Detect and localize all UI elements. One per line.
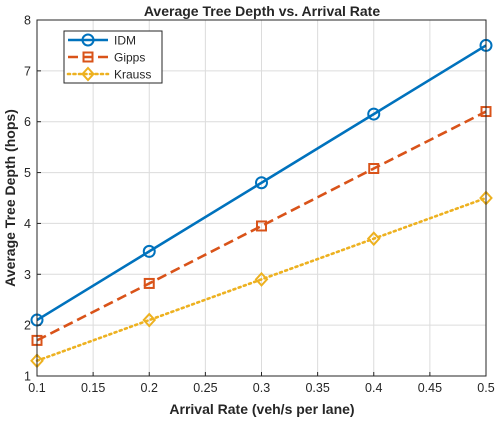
- data-point-gipps: [143, 277, 155, 289]
- y-axis-ticks: 1 2 3 4 5 6 7 8: [24, 14, 41, 384]
- series-line-krauss: [35, 196, 488, 363]
- y-axis-label: Average Tree Depth (hops): [2, 109, 18, 287]
- chart-title: Average Tree Depth vs. Arrival Rate: [144, 3, 381, 19]
- y-tick-label: 3: [24, 268, 31, 282]
- legend-marker-gipps: [82, 51, 94, 63]
- y-tick-label: 2: [24, 319, 31, 333]
- series-line-gipps: [36, 110, 487, 342]
- legend-label-krauss: Krauss: [114, 68, 151, 82]
- y-tick-label: 7: [24, 64, 31, 78]
- x-tick-label: 0.2: [141, 381, 158, 395]
- legend-marker-idm: [81, 33, 95, 47]
- legend: IDM Gipps Krauss: [63, 30, 163, 84]
- data-point-gipps: [368, 163, 380, 175]
- data-point-idm: [367, 107, 381, 121]
- data-point-idm: [255, 176, 268, 190]
- x-tick-label: 0.4: [365, 381, 382, 395]
- x-tick-label: 0.3: [253, 381, 270, 395]
- y-tick-label: 5: [24, 166, 31, 180]
- y-tick-label: 8: [24, 14, 31, 28]
- legend-marker-krauss: [81, 66, 95, 82]
- legend-label-gipps: Gipps: [114, 51, 145, 65]
- data-point-krauss: [366, 231, 381, 247]
- x-tick-label: 0.5: [477, 381, 494, 395]
- legend-label-idm: IDM: [114, 34, 136, 48]
- x-axis-label: Arrival Rate (veh/s per lane): [169, 401, 354, 417]
- x-tick-label: 0.45: [418, 381, 442, 395]
- x-tick-label: 0.25: [193, 381, 217, 395]
- data-point-krauss: [142, 312, 157, 328]
- y-tick-label: 4: [24, 217, 31, 231]
- series-group: [30, 38, 493, 369]
- x-tick-label: 0.15: [81, 381, 105, 395]
- y-tick-label: 6: [24, 115, 31, 129]
- x-tick-label: 0.35: [305, 381, 329, 395]
- x-tick-label: 0.1: [28, 381, 45, 395]
- data-point-gipps: [256, 220, 267, 232]
- data-point-krauss: [254, 271, 269, 287]
- x-axis-ticks: 0.1 0.15 0.2 0.25 0.3 0.35 0.4 0.45 0.5: [28, 372, 495, 395]
- series-line-idm: [36, 44, 487, 322]
- y-tick-label: 1: [24, 370, 31, 384]
- data-point-idm: [142, 244, 156, 258]
